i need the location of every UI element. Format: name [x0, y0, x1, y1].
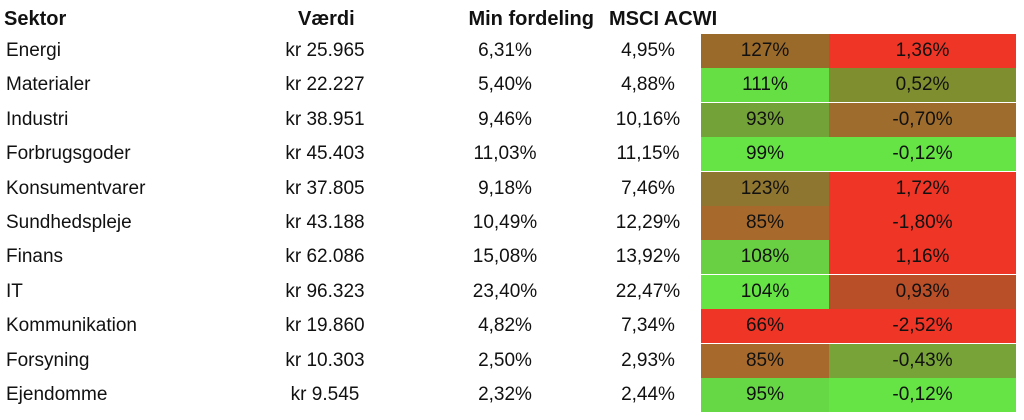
header-difference — [829, 0, 1016, 38]
my-allocation-cell: 23,40% — [472, 280, 538, 302]
my-allocation-cell: 6,31% — [478, 40, 532, 61]
sector-name-cell: Forbrugsgoder — [6, 143, 131, 165]
msci-weight-cell: 7,34% — [621, 315, 675, 337]
ratio-cell: 111% — [701, 68, 829, 103]
my-allocation-cell: 9,46% — [478, 108, 532, 130]
msci-weight-cell: 4,88% — [621, 74, 675, 96]
table-row: Forsyning kr 10.303 2,50% 2,93% 85% -0,43% — [0, 343, 1024, 378]
value-cell: kr 45.403 — [285, 143, 365, 165]
difference-cell: 0,52% — [829, 68, 1016, 103]
value-cell: kr 25.965 — [285, 40, 365, 61]
msci-weight-cell: 22,47% — [615, 280, 681, 302]
ratio-cell: 104% — [701, 274, 829, 309]
ratio-cell: 108% — [701, 240, 829, 275]
header-value: Værdi — [298, 7, 355, 30]
table-row: Konsumentvarer kr 37.805 9,18% 7,46% 123% 1,7… — [0, 171, 1024, 206]
ratio-cell: 123% — [701, 171, 829, 206]
msci-weight-cell: 7,46% — [621, 177, 675, 199]
sector-name-cell: Sundhedspleje — [6, 212, 132, 233]
value-cell: kr 19.860 — [285, 315, 365, 337]
header-sector: Sektor — [4, 7, 67, 30]
table-row: Ejendomme kr 9.545 2,32% 2,44% 95% -0,12% — [0, 378, 1024, 412]
msci-weight-cell: 2,93% — [621, 349, 675, 371]
difference-cell: -0,12% — [829, 137, 1016, 172]
difference-cell: 1,16% — [829, 240, 1016, 275]
value-cell: kr 9.545 — [290, 384, 360, 405]
difference-cell: -0,70% — [829, 102, 1016, 137]
my-allocation-cell: 2,32% — [478, 384, 532, 405]
msci-weight-cell: 12,29% — [615, 212, 681, 233]
my-allocation-cell: 4,82% — [478, 315, 532, 337]
table-row: Sundhedspleje kr 43.188 10,49% 12,29% 85% -1,… — [0, 206, 1024, 240]
ratio-cell: 95% — [701, 378, 829, 412]
difference-cell: 1,72% — [829, 171, 1016, 206]
my-allocation-cell: 5,40% — [478, 74, 532, 96]
table-row: Materialer kr 22.227 5,40% 4,88% 111% 0,52% — [0, 68, 1024, 103]
ratio-cell: 85% — [701, 206, 829, 240]
value-cell: kr 43.188 — [285, 212, 365, 233]
difference-cell: 0,93% — [829, 274, 1016, 309]
difference-cell: -2,52% — [829, 309, 1016, 344]
ratio-cell: 127% — [701, 34, 829, 68]
table-row: Industri kr 38.951 9,46% 10,16% 93% -0,70% — [0, 102, 1024, 137]
sector-name-cell: IT — [6, 280, 23, 302]
msci-weight-cell: 13,92% — [615, 246, 681, 268]
table-row: IT kr 96.323 23,40% 22,47% 104% 0,93% — [0, 274, 1024, 309]
header-msci-acwi: MSCI ACWI — [609, 7, 718, 30]
sector-name-cell: Ejendomme — [6, 384, 108, 405]
table-header-row: Sektor Værdi Min fordeling MSCI ACWI — [0, 0, 1024, 38]
sector-name-cell: Materialer — [6, 74, 91, 96]
my-allocation-cell: 10,49% — [472, 212, 538, 233]
table-row: Forbrugsgoder kr 45.403 11,03% 11,15% 99% -0,… — [0, 137, 1024, 172]
value-cell: kr 37.805 — [285, 177, 365, 199]
value-cell: kr 10.303 — [285, 349, 365, 371]
value-cell: kr 38.951 — [285, 108, 365, 130]
ratio-cell: 66% — [701, 309, 829, 344]
ratio-cell: 85% — [701, 343, 829, 378]
msci-weight-cell: 11,15% — [616, 143, 680, 165]
my-allocation-cell: 11,03% — [473, 143, 537, 165]
sector-name-cell: Energi — [6, 40, 61, 61]
my-allocation-cell: 15,08% — [472, 246, 538, 268]
value-cell: kr 96.323 — [285, 280, 365, 302]
table-row: Kommunikation kr 19.860 4,82% 7,34% 66% -2,52… — [0, 309, 1024, 344]
my-allocation-cell: 9,18% — [478, 177, 532, 199]
difference-cell: -1,80% — [829, 206, 1016, 240]
table-row: Finans kr 62.086 15,08% 13,92% 108% 1,16% — [0, 240, 1024, 275]
sector-name-cell: Industri — [6, 108, 69, 130]
difference-cell: 1,36% — [829, 34, 1016, 68]
ratio-cell: 93% — [701, 102, 829, 137]
my-allocation-cell: 2,50% — [478, 349, 532, 371]
header-ratio — [701, 0, 829, 38]
sector-name-cell: Forsyning — [6, 349, 90, 371]
value-cell: kr 62.086 — [285, 246, 365, 268]
sector-name-cell: Konsumentvarer — [6, 177, 146, 199]
header-my-allocation: Min fordeling — [468, 7, 594, 30]
table-row: Energi kr 25.965 6,31% 4,95% 127% 1,36% — [0, 34, 1024, 68]
difference-cell: -0,12% — [829, 378, 1016, 412]
msci-weight-cell: 4,95% — [621, 40, 675, 61]
ratio-cell: 99% — [701, 137, 829, 172]
sector-name-cell: Kommunikation — [6, 315, 137, 337]
value-cell: kr 22.227 — [285, 74, 365, 96]
msci-weight-cell: 10,16% — [615, 108, 681, 130]
msci-weight-cell: 2,44% — [621, 384, 675, 405]
difference-cell: -0,43% — [829, 343, 1016, 378]
sector-name-cell: Finans — [6, 246, 64, 268]
